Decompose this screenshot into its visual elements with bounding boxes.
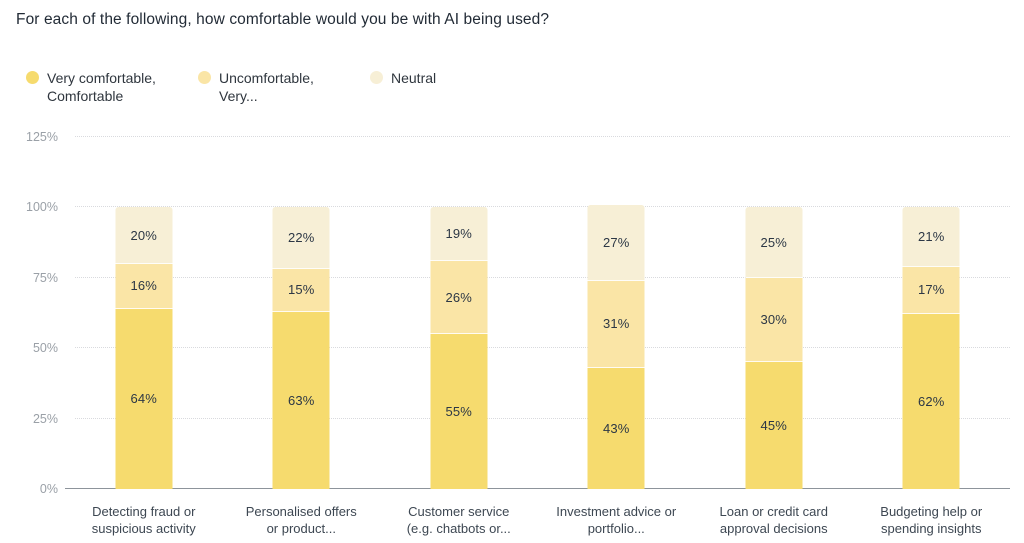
chart-title: For each of the following, how comfortab…	[16, 11, 550, 28]
gridline	[75, 347, 1010, 349]
bar-stack: 55% 26% 19%	[430, 207, 488, 489]
bar-stack: 43% 31% 27%	[587, 204, 645, 489]
bar-segment-label: 17%	[917, 282, 945, 298]
bar-segment-label: 16%	[130, 278, 158, 294]
y-axis: 0% 25% 50% 75% 100% 125%	[0, 130, 58, 496]
bar-segment-label: 62%	[917, 394, 945, 410]
bar-segment[interactable]: 64%	[115, 308, 173, 489]
bar-segment[interactable]: 43%	[587, 367, 645, 489]
legend-label: Neutral	[391, 70, 437, 86]
gridline	[75, 206, 1010, 208]
bar-segment[interactable]: 30%	[745, 277, 803, 363]
category-label: Budgeting help or spending insights	[880, 504, 983, 536]
legend-item[interactable]: Very comfortable, Comfortable	[26, 69, 198, 105]
category-label: Loan or credit card approval decisions	[719, 504, 828, 536]
bar-segment-label: 25%	[760, 234, 788, 250]
bar-segment-label: 64%	[130, 391, 158, 407]
bar-segment-label: 21%	[917, 229, 945, 244]
bar-column: 64% 16% 20%	[65, 137, 223, 489]
bar-column: 62% 17% 21%	[853, 137, 1011, 489]
y-tick-label: 75%	[32, 270, 58, 285]
legend-swatch-icon	[26, 71, 39, 84]
bar-segment[interactable]: 20%	[115, 207, 173, 264]
legend-item[interactable]: Uncomfortable, Very...	[198, 69, 370, 105]
bar-segment-label: 31%	[602, 316, 630, 332]
bar-column: 55% 26% 19%	[380, 137, 538, 489]
bar-segment[interactable]: 17%	[902, 266, 960, 315]
y-tick-label: 25%	[32, 411, 58, 426]
x-axis-labels: Detecting fraud or suspicious activity Pe…	[65, 503, 1010, 537]
y-tick-label: 50%	[32, 341, 58, 356]
bar-segment[interactable]: 22%	[272, 207, 330, 270]
bar-segment[interactable]: 15%	[272, 269, 330, 312]
gridline	[75, 276, 1010, 278]
bar-segment-label: 30%	[760, 312, 788, 328]
legend-item[interactable]: Neutral	[370, 69, 436, 105]
bar-segment[interactable]: 31%	[587, 280, 645, 368]
bar-column: 43% 31% 27%	[538, 137, 696, 489]
bar-segment-label: 19%	[445, 226, 473, 242]
category-label: Investment advice or portfolio...	[556, 504, 677, 536]
bar-stack: 45% 30% 25%	[745, 207, 803, 489]
bar-stack: 64% 16% 20%	[115, 207, 173, 489]
plot-area: 64% 16% 20% 63% 15% 22% 55% 26% 19% 43% 31% 27% 45% 3…	[65, 136, 1010, 489]
category-label: Customer service (e.g. chatbots or...	[406, 504, 511, 536]
bar-segment[interactable]: 21%	[902, 207, 960, 267]
bar-column: 45% 30% 25%	[695, 137, 853, 489]
bar-segment[interactable]: 62%	[902, 314, 960, 489]
legend-swatch-icon	[198, 71, 211, 84]
legend-label: Uncomfortable, Very...	[219, 70, 314, 104]
bar-segment-label: 43%	[602, 420, 630, 436]
category-label: Personalised offers or product...	[245, 504, 357, 536]
bar-segment[interactable]: 63%	[272, 311, 330, 489]
bar-segment-label: 22%	[287, 230, 315, 246]
category-label: Detecting fraud or suspicious activity	[91, 504, 196, 536]
bar-segment[interactable]: 25%	[745, 207, 803, 278]
legend: Very comfortable, Comfortable Uncomfortab…	[26, 69, 436, 105]
bar-segment[interactable]: 26%	[430, 260, 488, 335]
x-axis-line	[65, 488, 1010, 489]
bar-segment[interactable]: 55%	[430, 334, 488, 489]
bar-segment[interactable]: 16%	[115, 263, 173, 309]
bar-column: 63% 15% 22%	[223, 137, 381, 489]
bar-segment-label: 55%	[445, 404, 473, 420]
bar-segment-label: 15%	[287, 282, 315, 298]
legend-swatch-icon	[370, 71, 383, 84]
y-tick-label: 125%	[26, 130, 58, 144]
bar-segment-label: 63%	[287, 392, 315, 408]
bar-segment[interactable]: 27%	[587, 204, 645, 281]
bar-segment[interactable]: 45%	[745, 362, 803, 489]
bar-segment-label: 27%	[602, 234, 630, 250]
bars-row: 64% 16% 20% 63% 15% 22% 55% 26% 19% 43% 31% 27% 45% 3…	[65, 137, 1010, 489]
bar-segment-label: 45%	[760, 418, 788, 434]
gridline	[75, 417, 1010, 419]
gridline	[75, 136, 1010, 137]
bar-stack: 62% 17% 21%	[902, 207, 960, 489]
bar-segment[interactable]: 19%	[430, 207, 488, 261]
bar-segment-label: 26%	[445, 289, 473, 305]
y-tick-label: 100%	[26, 200, 58, 215]
y-tick-label: 0%	[39, 482, 58, 496]
legend-label: Very comfortable, Comfortable	[47, 70, 156, 104]
bar-stack: 63% 15% 22%	[272, 207, 330, 489]
bar-segment-label: 20%	[130, 227, 158, 243]
